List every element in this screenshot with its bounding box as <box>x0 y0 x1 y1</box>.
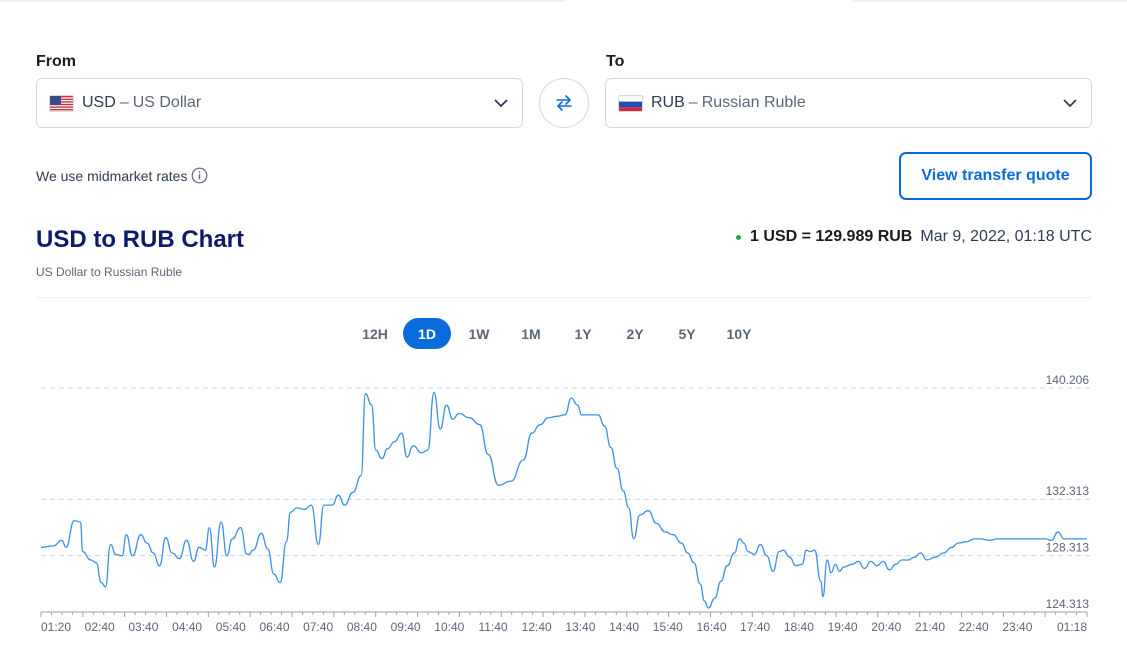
x-tick-label: 03:40 <box>128 620 158 634</box>
range-tab-1m[interactable]: 1M <box>521 325 541 342</box>
from-currency-name: US Dollar <box>132 94 202 111</box>
from-currency-code: USD <box>82 94 116 111</box>
range-tab-10y[interactable]: 10Y <box>726 325 752 342</box>
x-tick-label: 18:40 <box>784 620 814 634</box>
x-tick-label: 17:40 <box>740 620 770 634</box>
x-tick-label: 02:40 <box>85 620 115 634</box>
x-tick-label: 01:18 <box>1057 620 1087 634</box>
top-strip <box>0 0 1127 2</box>
rate-timestamp: Mar 9, 2022, 01:18 UTC <box>920 228 1092 245</box>
y-tick-label: 140.206 <box>1046 373 1090 387</box>
x-tick-label: 01:20 <box>41 620 71 634</box>
to-currency-select[interactable]: RUB – Russian Ruble <box>605 78 1092 128</box>
x-tick-label: 20:40 <box>871 620 901 634</box>
range-tab-2y[interactable]: 2Y <box>626 325 644 342</box>
from-currency-separator: – <box>119 94 129 111</box>
to-currency-code: RUB <box>651 94 685 111</box>
top-strip-right <box>852 0 1127 2</box>
range-tab-5y[interactable]: 5Y <box>678 325 696 342</box>
x-tick-label: 22:40 <box>959 620 989 634</box>
x-tick-label: 12:40 <box>522 620 552 634</box>
x-tick-label: 16:40 <box>696 620 726 634</box>
range-tab-1w[interactable]: 1W <box>468 325 490 342</box>
rate-value: 1 USD = 129.989 RUB <box>750 228 913 245</box>
x-tick-label: 05:40 <box>216 620 246 634</box>
us-flag-icon <box>49 94 74 112</box>
ru-flag-icon <box>618 94 643 112</box>
rate-chart: 140.206 132.313 128.313 124.313 01:20 02:40 03… <box>40 373 1092 634</box>
midmarket-text: We use midmarket rates <box>36 167 188 184</box>
x-tick-label: 19:40 <box>828 620 858 634</box>
top-strip-left <box>0 0 565 2</box>
info-icon[interactable] <box>191 167 208 184</box>
current-rate: 1 USD = 129.989 RUB Mar 9, 2022, 01:18 U… <box>736 228 1092 246</box>
range-tab-1d[interactable]: 1D <box>403 318 451 349</box>
x-tick-label: 06:40 <box>259 620 289 634</box>
x-tick-label: 14:40 <box>609 620 639 634</box>
range-tab-1y[interactable]: 1Y <box>574 325 592 342</box>
live-indicator <box>736 234 742 240</box>
x-tick-label: 11:40 <box>478 620 507 634</box>
x-tick-label: 09:40 <box>391 620 421 634</box>
x-tick-label: 23:40 <box>1002 620 1032 634</box>
chart-subtitle: US Dollar to Russian Ruble <box>36 265 183 279</box>
chevron-down-icon <box>1063 99 1077 108</box>
chevron-down-icon <box>494 99 508 108</box>
x-tick-label: 13:40 <box>565 620 595 634</box>
chart-title: USD to RUB Chart <box>36 226 244 253</box>
to-currency-name: Russian Ruble <box>701 94 806 111</box>
y-tick-label: 132.313 <box>1046 484 1090 498</box>
x-tick-label: 15:40 <box>653 620 683 634</box>
x-tick-label: 04:40 <box>172 620 202 634</box>
x-tick-label: 08:40 <box>347 620 377 634</box>
x-tick-label: 21:40 <box>915 620 945 634</box>
rate-series-line <box>40 391 1087 609</box>
midmarket-note: We use midmarket rates <box>36 167 208 184</box>
y-tick-label: 124.313 <box>1046 597 1090 611</box>
swap-arrows-icon <box>556 95 572 111</box>
swap-currencies-button[interactable] <box>539 78 589 128</box>
y-tick-label: 128.313 <box>1046 541 1090 555</box>
to-label: To <box>606 53 625 70</box>
divider <box>36 297 1092 298</box>
from-label: From <box>36 53 76 70</box>
to-currency-separator: – <box>688 94 698 111</box>
x-tick-label: 07:40 <box>303 620 333 634</box>
range-tab-12h[interactable]: 12H <box>362 325 388 342</box>
x-tick-label: 10:40 <box>434 620 464 634</box>
view-transfer-quote-button[interactable]: View transfer quote <box>899 152 1092 200</box>
time-range-tabs: 12H 1D 1W 1M 1Y 2Y 5Y 10Y <box>351 318 767 349</box>
from-currency-select[interactable]: USD – US Dollar <box>36 78 523 128</box>
